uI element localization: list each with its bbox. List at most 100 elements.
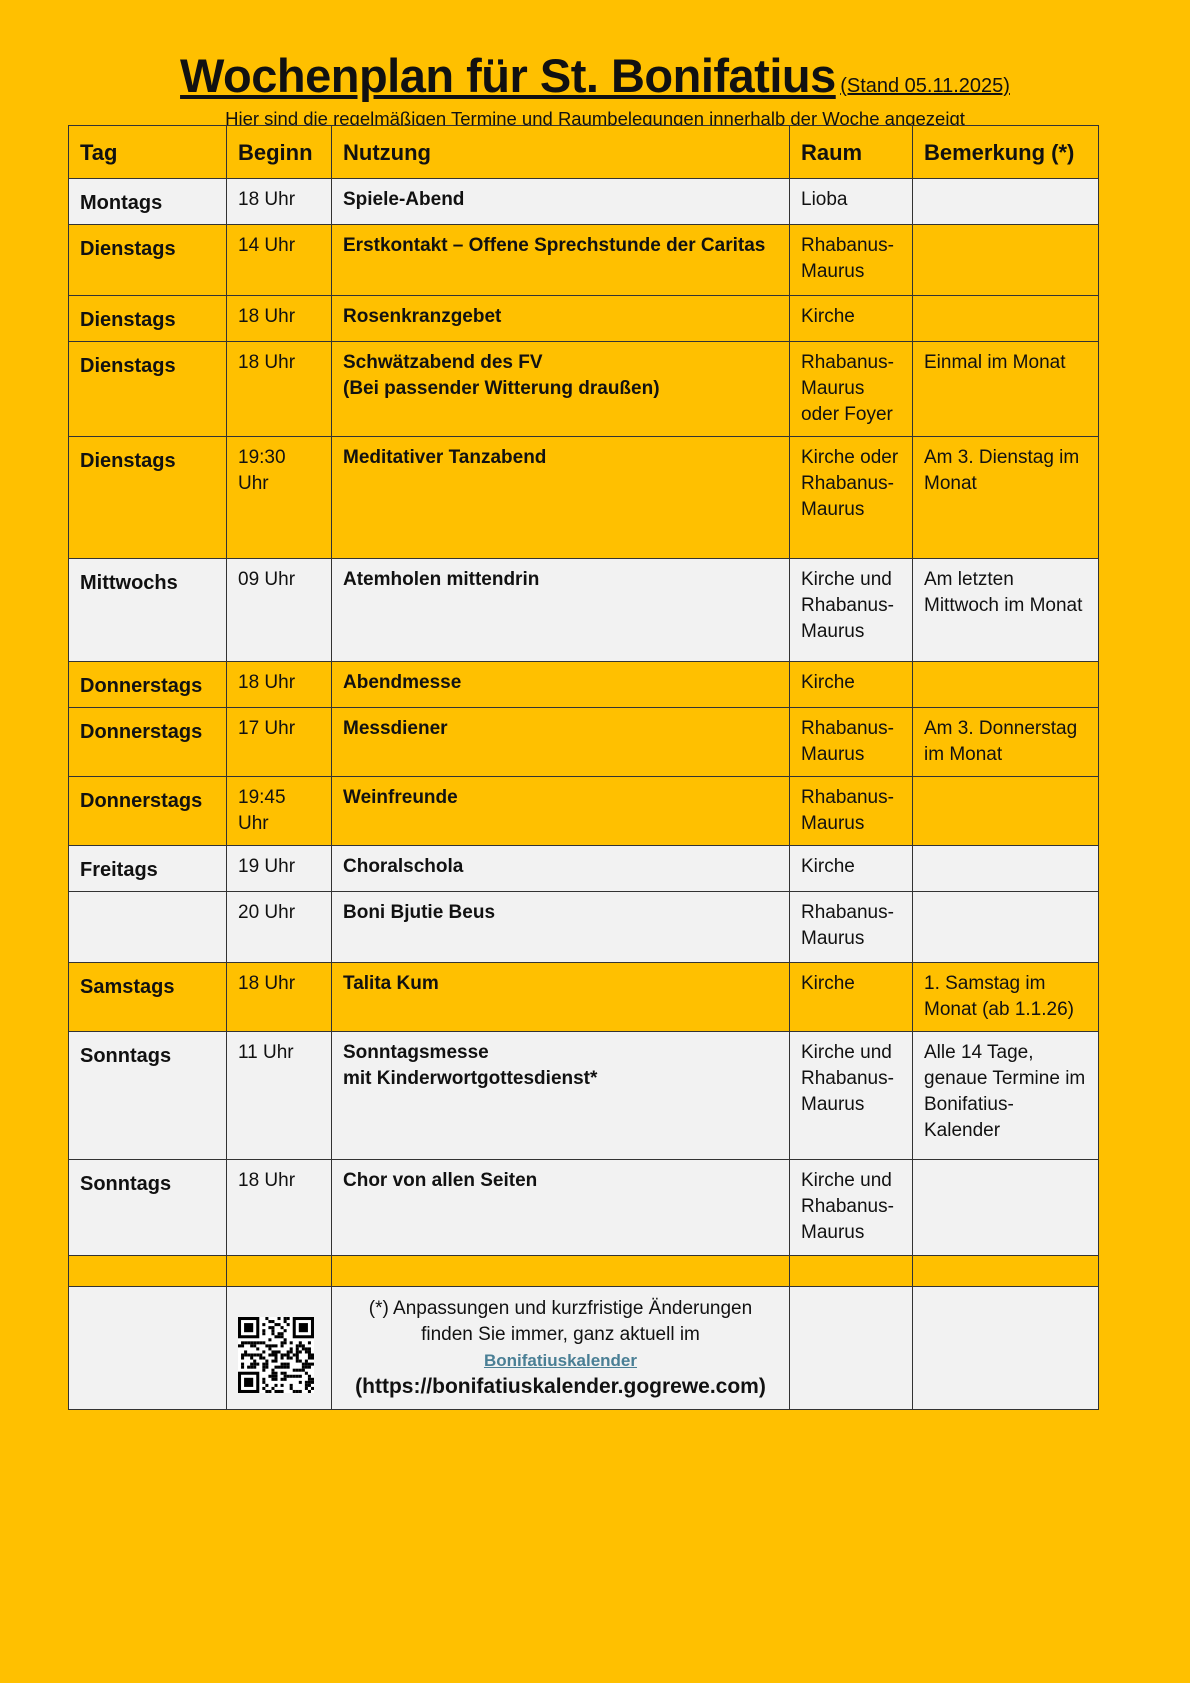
table-row: Dienstags 18 Uhr Rosenkranzgebet Kirche [68,295,1099,342]
cell-raum [789,1255,913,1287]
cell-raum: Kirche [789,661,913,708]
cell-tag: Montags [68,178,227,225]
nutzung-line: Abendmesse [343,672,462,693]
cell-nutzung: Sonntagsmesse mit Kinderwortgottesdienst* [331,1031,790,1160]
table-row [68,1255,1099,1287]
cell-bemerkung: Einmal im Monat [912,341,1099,437]
calendar-url[interactable]: (https://bonifatiuskalender.gogrewe.com) [355,1375,766,1398]
cell-nutzung: Schwätzabend des FV (Bei passender Witter… [331,341,790,437]
nutzung-line: Chor von allen Seiten [343,1170,538,1191]
column-header-tag: Tag [68,125,227,179]
cell-beginn: 14 Uhr [226,224,332,296]
cell-raum: Rhabanus-Maurus [789,776,913,846]
cell-nutzung: Choralschola [331,845,790,892]
cell-tag: Dienstags [68,436,227,559]
cell-tag: Freitags [68,845,227,892]
cell-beginn: 11 Uhr [226,1031,332,1160]
cell-nutzung: Chor von allen Seiten [331,1159,790,1256]
cell-nutzung: Meditativer Tanzabend [331,436,790,559]
nutzung-line: Boni Bjutie Beus [343,902,496,923]
cell-beginn: 19:30 Uhr [226,436,332,559]
cell-tag: Sonntags [68,1159,227,1256]
table-row: Donnerstags 19:45 Uhr Weinfreunde Rhabanus-… [68,776,1099,846]
cell-bemerkung: Alle 14 Tage, genaue Termine im Bonifati… [912,1031,1099,1160]
cell-beginn: 18 Uhr [226,1159,332,1256]
cell-bemerkung [912,178,1099,225]
cell-nutzung: Boni Bjutie Beus [331,891,790,963]
nutzung-line: Talita Kum [343,973,439,994]
cell-bemerkung [912,891,1099,963]
cell-bemerkung: Am 3. Dienstag im Monat [912,436,1099,559]
cell-nutzung: Atemholen mittendrin [331,558,790,662]
nutzung-line: Messdiener [343,718,448,739]
cell-beginn: 18 Uhr [226,962,332,1032]
footnote-row: (*) Anpassungen und kurzfristige Änderun… [68,1286,1099,1410]
footnote-line-2: finden Sie immer, ganz aktuell im [421,1324,700,1345]
cell-tag: Dienstags [68,224,227,296]
cell-raum: Rhabanus-Maurus [789,891,913,963]
cell-raum: Rhabanus-Maurus [789,224,913,296]
cell-raum: Kirche [789,962,913,1032]
title-block: Wochenplan für St. Bonifatius (Stand 05.… [0,48,1190,103]
table-row: Freitags 19 Uhr Choralschola Kirche [68,845,1099,892]
cell-bemerkung [912,776,1099,846]
cell-nutzung: Messdiener [331,707,790,777]
cell-beginn: 20 Uhr [226,891,332,963]
cell-raum: Kirche und Rhabanus-Maurus [789,1159,913,1256]
cell-raum: Lioba [789,178,913,225]
page-subtitle: Hier sind die regelmäßigen Termine und R… [225,108,965,129]
nutzung-line: Sonntagsmesse [343,1042,489,1063]
cell-tag: Dienstags [68,295,227,342]
cell-bemerkung [912,295,1099,342]
table-row: Donnerstags 18 Uhr Abendmesse Kirche [68,661,1099,708]
nutzung-line: Meditativer Tanzabend [343,447,547,468]
cell-nutzung: Spiele-Abend [331,178,790,225]
cell-raum: Rhabanus-Maurus oder Foyer [789,341,913,437]
cell-tag: Samstags [68,962,227,1032]
table-row: Sonntags 18 Uhr Chor von allen Seiten Kirch… [68,1159,1099,1256]
cell-tag: Sonntags [68,1031,227,1160]
cell-beginn: 18 Uhr [226,295,332,342]
table-row: Dienstags 14 Uhr Erstkontakt – Offene Spre… [68,224,1099,296]
cell-tag [68,891,227,963]
column-header-raum: Raum [789,125,913,179]
schedule-table: Tag Beginn Nutzung Raum Bemerkung (*) Mo… [68,125,1099,1410]
nutzung-line: Spiele-Abend [343,189,465,210]
nutzung-line: Atemholen mittendrin [343,569,540,590]
cell-beginn: 19 Uhr [226,845,332,892]
cell-nutzung: Abendmesse [331,661,790,708]
cell-beginn: 09 Uhr [226,558,332,662]
column-header-bemerkung: Bemerkung (*) [912,125,1099,179]
cell-beginn: 18 Uhr [226,661,332,708]
table-row: Montags 18 Uhr Spiele-Abend Lioba [68,178,1099,225]
cell-tag: Donnerstags [68,661,227,708]
cell-nutzung: Erstkontakt – Offene Sprechstunde der Ca… [331,224,790,296]
cell-bemerkung [912,224,1099,296]
cell-bemerkung [912,661,1099,708]
cell-bemerkung: 1. Samstag im Monat (ab 1.1.26) [912,962,1099,1032]
cell-raum: Rhabanus-Maurus [789,707,913,777]
cell-raum: Kirche [789,845,913,892]
cell-bemerkung: Am letzten Mittwoch im Monat [912,558,1099,662]
cell-nutzung: Weinfreunde [331,776,790,846]
table-row: Mittwochs 09 Uhr Atemholen mittendrin Kirch… [68,558,1099,662]
cell-bemerkung: Am 3. Donnerstag im Monat [912,707,1099,777]
table-row: 20 Uhr Boni Bjutie Beus Rhabanus-Maurus [68,891,1099,963]
footnote-line-1: (*) Anpassungen und kurzfristige Änderun… [368,1298,753,1319]
qr-code-icon[interactable] [238,1317,314,1393]
cell-raum: Kirche und Rhabanus-Maurus [789,1031,913,1160]
nutzung-line: Schwätzabend des FV [343,352,543,373]
page-title: Wochenplan für St. Bonifatius [180,49,836,102]
table-row: Donnerstags 17 Uhr Messdiener Rhabanus-Maur… [68,707,1099,777]
bonifatiuskalender-link[interactable]: Bonifatiuskalender [483,1351,638,1370]
table-row: Samstags 18 Uhr Talita Kum Kirche 1. Samstag… [68,962,1099,1032]
cell-beginn [226,1255,332,1287]
cell-beginn: 18 Uhr [226,341,332,437]
cell-beginn: 19:45 Uhr [226,776,332,846]
cell-raum: Kirche oder Rhabanus-Maurus [789,436,913,559]
table-row: Dienstags 19:30 Uhr Meditativer Tanzabend K… [68,436,1099,559]
nutzung-line: Choralschola [343,856,464,877]
nutzung-line: Erstkontakt – Offene Sprechstunde der Ca… [343,235,766,256]
cell-bemerkung [912,1255,1099,1287]
cell-raum: Kirche [789,295,913,342]
